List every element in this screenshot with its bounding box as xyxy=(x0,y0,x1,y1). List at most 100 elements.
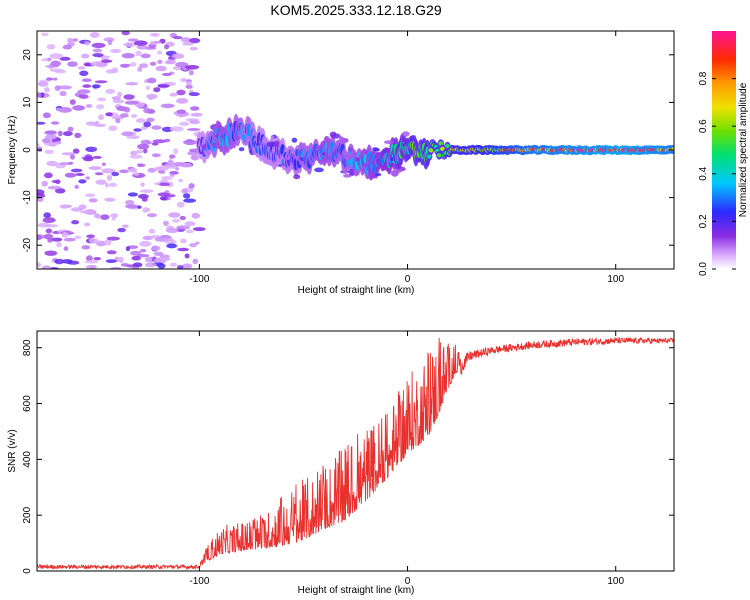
noise-cell xyxy=(147,77,157,84)
noise-cell xyxy=(181,188,188,194)
noise-cell xyxy=(136,254,150,258)
noise-cell xyxy=(77,89,91,94)
noise-cell xyxy=(125,82,139,86)
y-tick-label: 0 xyxy=(22,147,33,153)
noise-cell xyxy=(168,212,181,218)
noise-cell xyxy=(88,198,98,203)
noise-cell xyxy=(184,221,196,227)
noise-cell xyxy=(169,92,178,97)
noise-cell xyxy=(95,240,107,247)
noise-cell xyxy=(177,247,190,252)
noise-cell xyxy=(137,66,143,72)
noise-cell xyxy=(190,154,200,161)
noise-cell xyxy=(67,61,78,67)
noise-cell xyxy=(123,94,135,100)
noise-cell xyxy=(44,87,50,93)
noise-cell xyxy=(61,152,75,156)
noise-cell xyxy=(154,40,162,44)
noise-cell xyxy=(47,237,53,243)
noise-cell xyxy=(85,264,97,269)
noise-cell xyxy=(37,92,42,98)
noise-cell xyxy=(183,193,191,199)
noise-cell xyxy=(182,42,194,46)
noise-cell xyxy=(171,218,181,223)
noise-cell xyxy=(158,182,171,187)
noise-cell xyxy=(37,234,43,241)
noise-cell xyxy=(74,184,79,189)
noise-cell xyxy=(42,112,51,119)
noise-cell xyxy=(127,38,139,42)
y-tick-label: 200 xyxy=(22,506,33,523)
noise-cell xyxy=(55,188,66,194)
noise-cell xyxy=(126,135,140,140)
noise-cell xyxy=(110,48,121,54)
noise-cell xyxy=(71,220,80,225)
colorbar-tick-label: 0.0 xyxy=(698,262,709,276)
ridge-scatter-cell xyxy=(375,173,382,177)
noise-cell xyxy=(146,117,155,123)
noise-cell xyxy=(166,181,174,188)
noise-cell xyxy=(94,172,104,176)
y-tick-label: 600 xyxy=(22,395,33,412)
noise-cell xyxy=(121,31,130,36)
noise-cell xyxy=(151,125,162,130)
noise-cell xyxy=(170,173,175,177)
noise-cell xyxy=(106,250,117,255)
noise-cell xyxy=(44,149,55,154)
noise-cell xyxy=(44,172,53,179)
noise-cell xyxy=(70,168,83,173)
noise-cell xyxy=(175,61,189,68)
noise-cell xyxy=(94,80,108,84)
noise-cell xyxy=(147,213,157,218)
ridge-scatter-cell xyxy=(331,133,341,139)
colorbar-label: Normalized spectral amplitude xyxy=(738,82,749,217)
noise-cell xyxy=(51,237,63,242)
noise-cell xyxy=(106,174,113,181)
noise-cell xyxy=(110,213,118,219)
noise-cell xyxy=(122,224,129,228)
noise-cell xyxy=(115,118,121,124)
noise-cell xyxy=(81,53,90,59)
noise-cell xyxy=(150,33,160,37)
noise-cell xyxy=(173,161,184,167)
noise-cell xyxy=(124,200,135,205)
noise-cell xyxy=(189,243,198,248)
noise-cell xyxy=(177,265,184,269)
noise-cell xyxy=(177,113,185,118)
noise-cell xyxy=(185,65,200,70)
noise-cell xyxy=(178,178,184,183)
colorbar-ticks: 0.0 0.2 0.4 0.6 0.8 xyxy=(698,71,736,276)
noise-cell xyxy=(169,154,176,159)
noise-cell xyxy=(108,125,118,131)
spectrogram-ylabel: Frequency (Hz) xyxy=(7,116,18,185)
snr-line xyxy=(37,336,674,571)
noise-cell xyxy=(186,80,192,86)
y-tick-label: 800 xyxy=(22,339,33,356)
noise-cell xyxy=(47,185,62,190)
noise-cell xyxy=(180,238,187,244)
noise-cell xyxy=(153,87,161,93)
noise-cell xyxy=(176,98,189,104)
x-tick-label: -100 xyxy=(189,576,209,587)
noise-cell xyxy=(59,90,67,97)
noise-cell xyxy=(137,205,142,209)
noise-cell xyxy=(77,66,86,70)
noise-cell xyxy=(62,44,72,50)
noise-cell xyxy=(189,120,201,125)
noise-cell xyxy=(38,79,50,83)
noise-cell xyxy=(101,59,113,63)
noise-cell xyxy=(123,107,131,113)
noise-cell xyxy=(169,126,184,132)
ridge-scatter-cell xyxy=(343,174,352,178)
noise-cell xyxy=(105,112,113,117)
noise-cell xyxy=(57,130,63,137)
noise-cell xyxy=(188,183,195,189)
noise-cell xyxy=(157,192,171,197)
noise-cell xyxy=(98,114,104,121)
noise-cell xyxy=(144,262,157,268)
x-tick-label: 0 xyxy=(405,274,411,285)
noise-cell xyxy=(45,228,53,234)
noise-cell xyxy=(41,180,48,187)
noise-cell xyxy=(133,128,142,132)
